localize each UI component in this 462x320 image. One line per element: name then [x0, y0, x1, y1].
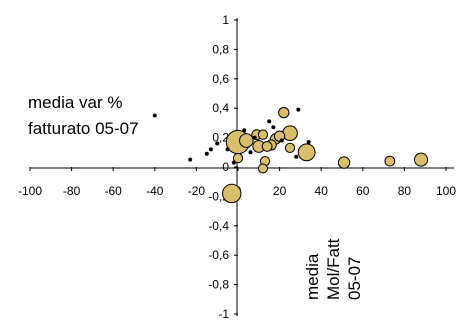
data-dot — [306, 140, 311, 145]
y-tick-label: 0,4 — [212, 101, 229, 115]
data-dot — [208, 147, 213, 152]
x-tick-label: 100 — [436, 184, 456, 198]
data-bubble — [239, 133, 254, 148]
data-bubble — [297, 143, 316, 162]
data-bubble — [384, 155, 396, 167]
data-dot — [296, 107, 301, 112]
data-dot — [279, 138, 284, 143]
x-label-line-3: 05-07 — [345, 257, 364, 300]
y-tick-label: 0,8 — [212, 42, 229, 56]
x-tick-label: 80 — [398, 184, 412, 198]
data-dot — [188, 157, 193, 162]
y-tick-label: -1 — [218, 307, 229, 320]
y-tick-label: 0 — [222, 160, 229, 174]
x-tick-label: -40 — [146, 184, 164, 198]
data-points — [152, 106, 429, 204]
data-dot — [271, 125, 276, 130]
data-bubble — [257, 129, 269, 140]
data-dot — [252, 135, 257, 140]
data-dot — [225, 147, 230, 152]
x-tick-label: 20 — [273, 184, 287, 198]
data-dot — [248, 150, 253, 155]
data-bubble — [284, 142, 296, 154]
x-label-line-2-wrap: Mol/Fatt — [324, 238, 343, 300]
data-dot — [231, 160, 236, 165]
x-label-line-3-wrap: 05-07 — [345, 257, 364, 300]
y-tick-label: 0,6 — [212, 72, 229, 86]
data-dot — [267, 119, 272, 124]
x-tick-label: -60 — [105, 184, 123, 198]
x-label-line-1-wrap: media — [303, 253, 322, 300]
data-bubble — [232, 153, 244, 164]
data-bubble — [278, 106, 290, 119]
y-tick-group: 10,80,60,40,20-0,2-0,4-0,6-0,8-1 — [208, 13, 238, 320]
axes — [30, 18, 454, 316]
x-label-line-1: media — [303, 253, 322, 300]
x-tick-label: 40 — [315, 184, 329, 198]
y-tick-label: 1 — [222, 13, 229, 27]
x-label-line-2: Mol/Fatt — [324, 238, 343, 300]
y-tick-label: -0,8 — [208, 278, 229, 292]
x-tick-label: 60 — [356, 184, 370, 198]
y-label-line-2: fatturato 05-07 — [28, 119, 139, 138]
data-dot — [242, 128, 247, 133]
data-dot — [215, 141, 220, 146]
x-tick-label: -100 — [18, 184, 42, 198]
x-tick-label: -80 — [63, 184, 81, 198]
data-bubble — [222, 183, 242, 204]
y-tick-label: -0,4 — [208, 219, 229, 233]
x-tick-label: -20 — [188, 184, 206, 198]
data-dot — [204, 151, 209, 156]
y-label-line-1: media var % — [28, 93, 122, 112]
y-tick-label: 0,2 — [212, 131, 229, 145]
data-dot — [152, 113, 157, 118]
data-dot — [294, 154, 299, 159]
data-bubble — [261, 141, 273, 152]
data-bubble — [337, 156, 351, 169]
data-bubble — [414, 152, 429, 167]
data-bubble — [282, 125, 298, 142]
y-tick-label: -0,6 — [208, 248, 229, 262]
data-bubble — [257, 163, 268, 174]
